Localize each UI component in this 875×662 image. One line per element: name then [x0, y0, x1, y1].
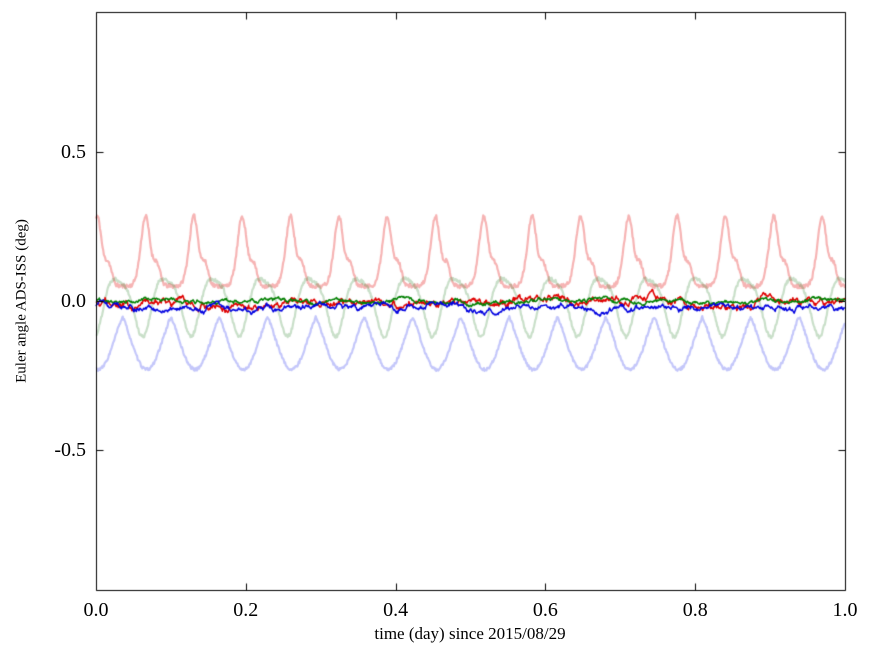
x-tick-label: 0.2 [233, 599, 259, 621]
x-tick-label: 0.0 [83, 599, 109, 621]
y-tick-label: 0.0 [61, 290, 86, 312]
x-tick-label: 1.0 [832, 599, 858, 621]
y-tick-label: -0.5 [54, 438, 86, 461]
x-tick-label: 0.4 [383, 599, 409, 621]
x-tick-label: 0.8 [682, 599, 708, 621]
x-axis-label: time (day) since 2015/08/29 [374, 624, 566, 643]
x-tick-label: 0.6 [532, 599, 558, 621]
y-tick-label: 0.5 [61, 141, 86, 164]
